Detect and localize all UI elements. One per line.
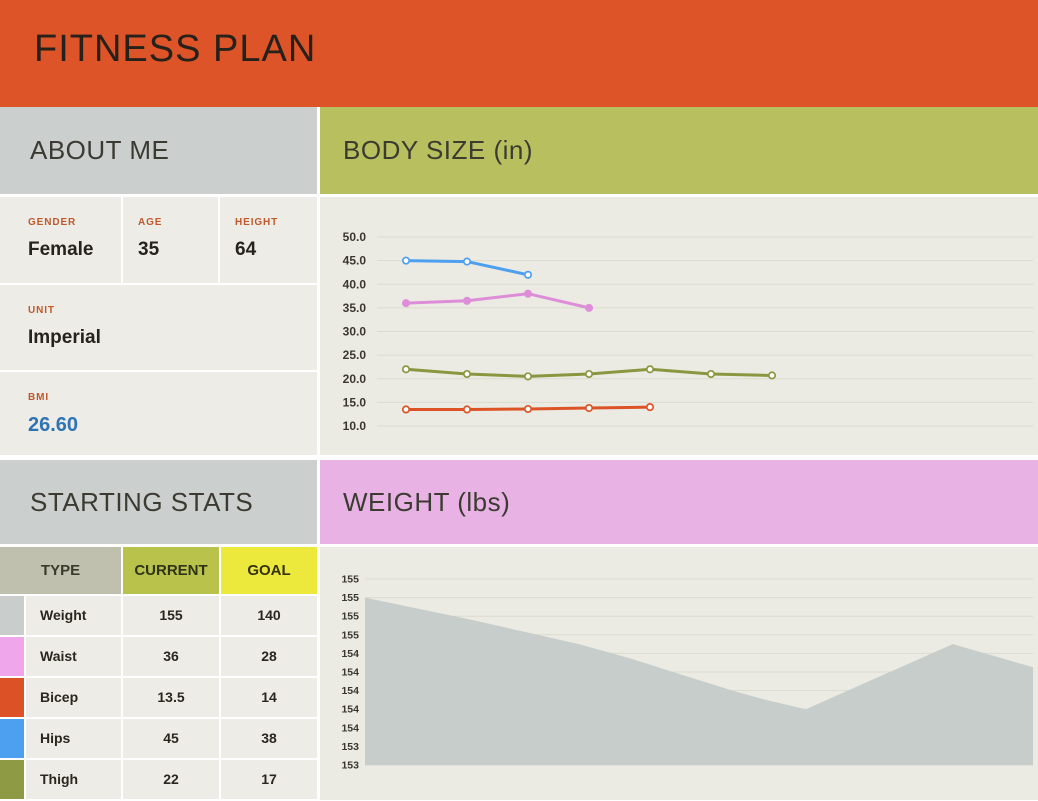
svg-text:153: 153 bbox=[341, 741, 359, 753]
table-header-row: TYPE CURRENT GOAL bbox=[0, 547, 317, 594]
age-value[interactable]: 35 bbox=[138, 239, 160, 260]
svg-text:15.0: 15.0 bbox=[343, 395, 367, 409]
table-row-bicep: Bicep 13.5 14 bbox=[0, 678, 317, 717]
age-label: AGE bbox=[138, 217, 163, 228]
unit-label: UNIT bbox=[28, 305, 55, 316]
app-header: FITNESS PLAN bbox=[0, 0, 1038, 107]
waist-series-color-swatch bbox=[0, 637, 24, 676]
stat-goal-cell[interactable]: 38 bbox=[221, 719, 317, 758]
stat-goal-cell[interactable]: 14 bbox=[221, 678, 317, 717]
stat-current-cell[interactable]: 155 bbox=[123, 596, 219, 635]
stat-goal-cell[interactable]: 28 bbox=[221, 637, 317, 676]
svg-text:25.0: 25.0 bbox=[343, 348, 367, 362]
stat-type-cell[interactable]: Weight bbox=[26, 596, 121, 635]
unit-value[interactable]: Imperial bbox=[28, 327, 101, 348]
stat-type-cell[interactable]: Thigh bbox=[26, 760, 121, 799]
stat-current-cell[interactable]: 36 bbox=[123, 637, 219, 676]
unit-field[interactable]: UNIT Imperial bbox=[0, 285, 317, 370]
svg-text:155: 155 bbox=[341, 629, 359, 641]
stat-type-cell[interactable]: Bicep bbox=[26, 678, 121, 717]
stat-goal-cell[interactable]: 17 bbox=[221, 760, 317, 799]
svg-text:155: 155 bbox=[341, 611, 359, 623]
starting-stats-table: TYPE CURRENT GOAL Weight 155 140 Waist 3… bbox=[0, 547, 317, 801]
table-row-weight: Weight 155 140 bbox=[0, 596, 317, 635]
column-header-goal: GOAL bbox=[221, 547, 317, 594]
svg-text:35.0: 35.0 bbox=[343, 301, 367, 315]
svg-text:154: 154 bbox=[341, 685, 359, 697]
height-field[interactable]: HEIGHT 64 bbox=[220, 197, 317, 283]
weight-title: WEIGHT (lbs) bbox=[343, 486, 511, 517]
bmi-label: BMI bbox=[28, 392, 50, 403]
svg-text:40.0: 40.0 bbox=[343, 277, 367, 291]
bmi-field: BMI 26.60 bbox=[0, 372, 317, 455]
svg-text:30.0: 30.0 bbox=[343, 325, 367, 339]
svg-text:153: 153 bbox=[341, 760, 359, 772]
section-header-weight: WEIGHT (lbs) bbox=[320, 460, 1038, 544]
svg-text:155: 155 bbox=[341, 592, 359, 604]
table-row-waist: Waist 36 28 bbox=[0, 637, 317, 676]
svg-text:45.0: 45.0 bbox=[343, 254, 367, 268]
svg-text:154: 154 bbox=[341, 648, 359, 660]
hips-series-color-swatch bbox=[0, 719, 24, 758]
height-value[interactable]: 64 bbox=[235, 239, 257, 260]
height-label: HEIGHT bbox=[235, 217, 279, 228]
bmi-value: 26.60 bbox=[28, 414, 79, 436]
svg-text:154: 154 bbox=[341, 704, 359, 716]
svg-text:154: 154 bbox=[341, 722, 359, 734]
about-me-title: ABOUT ME bbox=[30, 135, 170, 165]
table-row-hips: Hips 45 38 bbox=[0, 719, 317, 758]
section-header-body-size: BODY SIZE (in) bbox=[320, 107, 1038, 194]
stat-current-cell[interactable]: 13.5 bbox=[123, 678, 219, 717]
gender-field[interactable]: GENDER Female bbox=[0, 197, 121, 283]
svg-text:155: 155 bbox=[341, 574, 359, 586]
stat-type-cell[interactable]: Hips bbox=[26, 719, 121, 758]
age-field[interactable]: AGE 35 bbox=[123, 197, 218, 283]
stat-current-cell[interactable]: 22 bbox=[123, 760, 219, 799]
weight-chart: 155 155 155 155 154 154 154 154 154 153 153 bbox=[320, 547, 1038, 800]
svg-text:50.0: 50.0 bbox=[343, 230, 367, 244]
thigh-series-color-swatch bbox=[0, 760, 24, 799]
svg-text:154: 154 bbox=[341, 667, 359, 679]
column-header-current: CURRENT bbox=[123, 547, 219, 594]
stat-goal-cell[interactable]: 140 bbox=[221, 596, 317, 635]
gender-label: GENDER bbox=[28, 217, 77, 228]
stat-type-cell[interactable]: Waist bbox=[26, 637, 121, 676]
page-title: FITNESS PLAN bbox=[34, 28, 317, 70]
stat-current-cell[interactable]: 45 bbox=[123, 719, 219, 758]
column-header-type: TYPE bbox=[0, 547, 121, 594]
section-header-starting-stats: STARTING STATS bbox=[0, 460, 317, 544]
weight-series-color-swatch bbox=[0, 596, 24, 635]
section-header-about-me: ABOUT ME bbox=[0, 107, 317, 194]
bicep-series-color-swatch bbox=[0, 678, 24, 717]
gender-value[interactable]: Female bbox=[28, 239, 94, 260]
svg-text:20.0: 20.0 bbox=[343, 372, 367, 386]
svg-text:10.0: 10.0 bbox=[343, 419, 367, 433]
body-size-chart: 50.0 45.0 40.0 35.0 30.0 25.0 20.0 15.0 10.0 bbox=[320, 197, 1038, 455]
body-size-title: BODY SIZE (in) bbox=[343, 135, 534, 165]
table-row-thigh: Thigh 22 17 bbox=[0, 760, 317, 799]
starting-stats-title: STARTING STATS bbox=[30, 486, 254, 517]
